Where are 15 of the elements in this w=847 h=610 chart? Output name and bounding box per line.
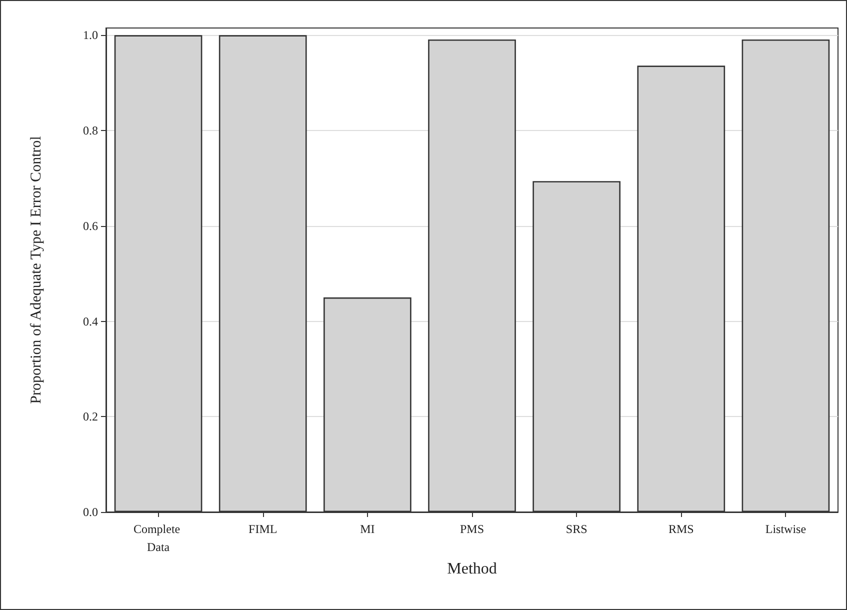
y-tick-label: 0.0: [83, 505, 98, 519]
y-tick-label: 0.2: [83, 410, 98, 424]
y-tick-label: 0.8: [83, 124, 98, 138]
y-tick-label: 0.6: [83, 218, 98, 233]
y-tick-label: 0.4: [83, 314, 98, 328]
x-tick-label: RMS: [668, 522, 694, 536]
x-tick-label: Listwise: [765, 522, 806, 536]
x-tick-label: SRS: [566, 522, 588, 536]
x-tick-label: MI: [360, 522, 375, 536]
y-axis-title: Proportion of Adequate Type I Error Control: [28, 136, 44, 404]
x-tick-label: PMS: [460, 522, 484, 536]
y-tick-label: 1.0: [83, 28, 98, 42]
x-tick-label: Complete Data: [133, 522, 184, 554]
x-axis-title: Method: [447, 560, 497, 578]
x-tick-label: FIML: [248, 522, 278, 536]
